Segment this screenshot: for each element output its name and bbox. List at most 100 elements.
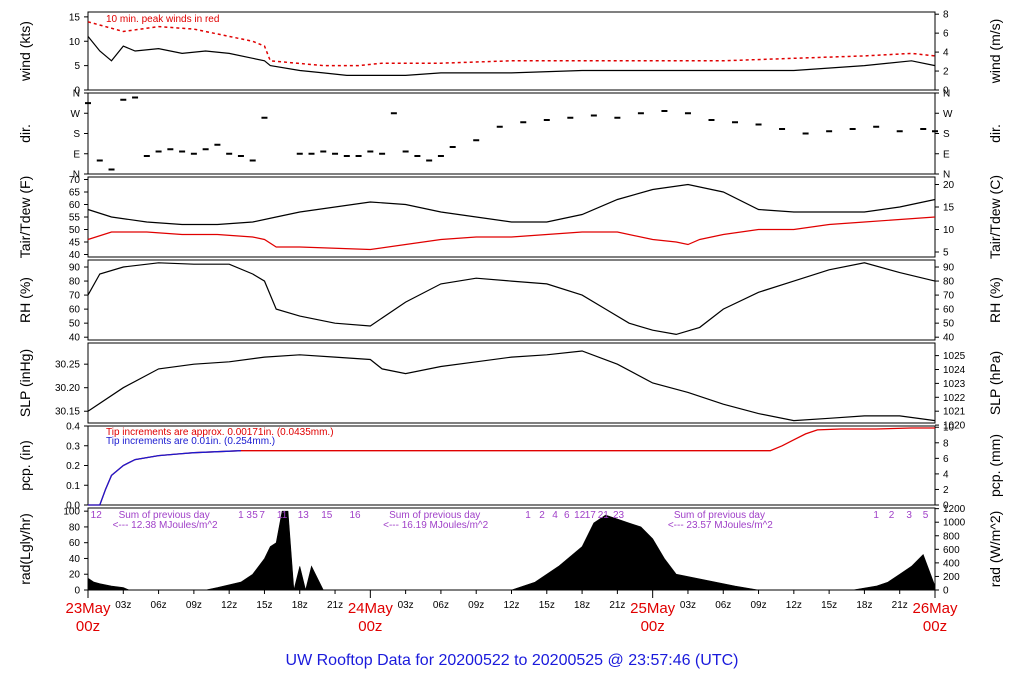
rh-ylabel-left: RH (%) (17, 277, 33, 323)
pcp-left-tick-label: 0.2 (66, 461, 80, 472)
slp-series-line (87, 350, 936, 422)
rad-right-tick-label: 0 (943, 586, 949, 597)
temp-right-tick-label: 15 (943, 203, 955, 214)
rh-series-line (87, 262, 936, 336)
radiation-panel: 020406080100020040060080010001200rad(Lgl… (17, 504, 1003, 596)
temp-left-tick-label: 60 (69, 200, 81, 211)
wind-right-tick-label: 8 (943, 10, 949, 21)
rh-right-tick-label: 70 (943, 291, 955, 302)
rad-area (87, 510, 936, 591)
rad-hour-label: 1 (525, 510, 531, 521)
x-minor-tick-label: 12z (786, 600, 802, 611)
dir-right-tick-label: W (943, 109, 953, 120)
wind-left-tick-label: 15 (69, 12, 81, 23)
pcp-annotation: Tip increments are approx. 0.00171in. (0… (106, 427, 334, 438)
slp-right-tick-label: 1021 (943, 407, 966, 418)
wind-ylabel-right: wind (m/s) (987, 19, 1003, 85)
pcp-right-tick-label: 2 (943, 485, 949, 496)
rad-hour-label: 2 (539, 510, 545, 521)
rad-hour-label: 21 (598, 510, 610, 521)
x-major-date-label: 26May (912, 600, 958, 617)
temperature-panel-frame (87, 176, 936, 258)
temp-ylabel-left: Tair/Tdew (F) (17, 176, 33, 258)
x-minor-tick-label: 06z (151, 600, 167, 611)
rad-hour-label: 16 (349, 510, 361, 521)
wind-panel-frame (87, 11, 936, 91)
rad-hour-label: 5 (923, 510, 929, 521)
wind-left-tick-label: 10 (69, 37, 81, 48)
wind-right-tick-label: 4 (943, 48, 949, 59)
rh-right-tick-label: 60 (943, 305, 955, 316)
temp-series-tair (87, 183, 936, 226)
slp-panel: 30.15 30.20 30.25 1020 1021 1022 1023 1024 1025 S… (17, 342, 1003, 432)
slp-right-tick-label: 1025 (943, 351, 966, 362)
x-minor-tick-label: 09z (750, 600, 766, 611)
rad-left-tick-label: 80 (69, 522, 81, 533)
temp-left-tick-label: 40 (69, 250, 81, 261)
rad-ylabel-left: rad(Lgly/hr) (17, 513, 33, 585)
slp-right-tick-label: 1022 (943, 393, 966, 404)
rh-left-tick-label: 40 (69, 333, 81, 344)
temp-left-tick-label: 70 (69, 175, 81, 186)
x-minor-tick-label: 06z (433, 600, 449, 611)
rad-sum-value: <--- 16.19 MJoules/m^2 (383, 520, 488, 531)
rad-hour-label: 1 (238, 510, 244, 521)
wind-right-tick-label: 2 (943, 67, 949, 78)
rad-right-tick-label: 1200 (943, 504, 966, 515)
rad-hour-label: 15 (321, 510, 333, 521)
x-major-time-label: 00z (923, 618, 947, 635)
rad-hour-label: 11 (277, 510, 288, 521)
slp-right-tick-label: 1020 (943, 421, 966, 432)
rad-hour-label: 13 (298, 510, 310, 521)
wind-ylabel-left: wind (kts) (17, 21, 33, 82)
rad-hour-label: 2 (889, 510, 895, 521)
rad-left-tick-label: 20 (69, 570, 81, 581)
rad-hour-label: 3 (246, 510, 252, 521)
dir-right-tick-label: S (943, 129, 950, 140)
pcp-right-tick-label: 4 (943, 469, 949, 480)
rh-left-tick-label: 60 (69, 305, 81, 316)
rad-left-tick-label: 40 (69, 554, 81, 565)
slp-left-tick-label: 30.20 (55, 383, 80, 394)
x-minor-tick-label: 03z (398, 600, 414, 611)
dir-right-tick-label: N (943, 89, 950, 100)
x-major-date-label: 25May (630, 600, 676, 617)
wind-right-tick-label: 0 (943, 86, 949, 97)
rad-sum-label: Sum of previous day (119, 510, 210, 521)
temp-right-tick-label: 10 (943, 225, 955, 236)
rad-hour-label: 1 (873, 510, 879, 521)
pcp-ylabel-left: pcp. (in) (17, 440, 33, 491)
dir-left-tick-label: W (71, 109, 81, 120)
slp-ylabel-right: SLP (hPa) (987, 351, 1003, 415)
wind-series-10-min-peak-winds (87, 21, 936, 67)
rh-right-tick-label: 40 (943, 333, 955, 344)
temp-ylabel-right: Tair/Tdew (C) (987, 175, 1003, 259)
wind-annotation: 10 min. peak winds in red (106, 14, 219, 25)
rh-left-tick-label: 50 (69, 319, 81, 330)
rh-left-tick-label: 90 (69, 263, 81, 274)
temp-left-tick-label: 45 (69, 238, 81, 249)
dir-right-tick-label: N (943, 170, 950, 181)
pcp-right-tick-label: 6 (943, 454, 949, 465)
x-major-time-label: 00z (641, 618, 665, 635)
rad-right-tick-label: 600 (943, 545, 960, 556)
wind-left-tick-label: 5 (74, 61, 80, 72)
wind-left-tick-label: 0 (74, 86, 80, 97)
rad-sum-value: <--- 23.57 MJoules/m^2 (668, 520, 773, 531)
rh-left-tick-label: 80 (69, 277, 81, 288)
pcp-left-tick-label: 0.0 (66, 501, 80, 512)
x-minor-tick-label: 15z (821, 600, 837, 611)
dir-left-tick-label: N (73, 89, 80, 100)
x-minor-tick-label: 18z (574, 600, 590, 611)
slp-right-tick-label: 1023 (943, 379, 966, 390)
rad-ylabel-right: rad (W/m^2) (987, 511, 1003, 588)
x-minor-tick-label: 21z (609, 600, 625, 611)
dir-right-tick-label: E (943, 149, 950, 160)
x-minor-tick-label: 12z (221, 600, 237, 611)
temp-series-tdew (87, 216, 936, 251)
x-major-date-label: 23May (65, 600, 111, 617)
pcp-annotation: Tip increments are 0.01in. (0.254mm.) (106, 436, 275, 447)
rh-right-tick-label: 50 (943, 319, 955, 330)
